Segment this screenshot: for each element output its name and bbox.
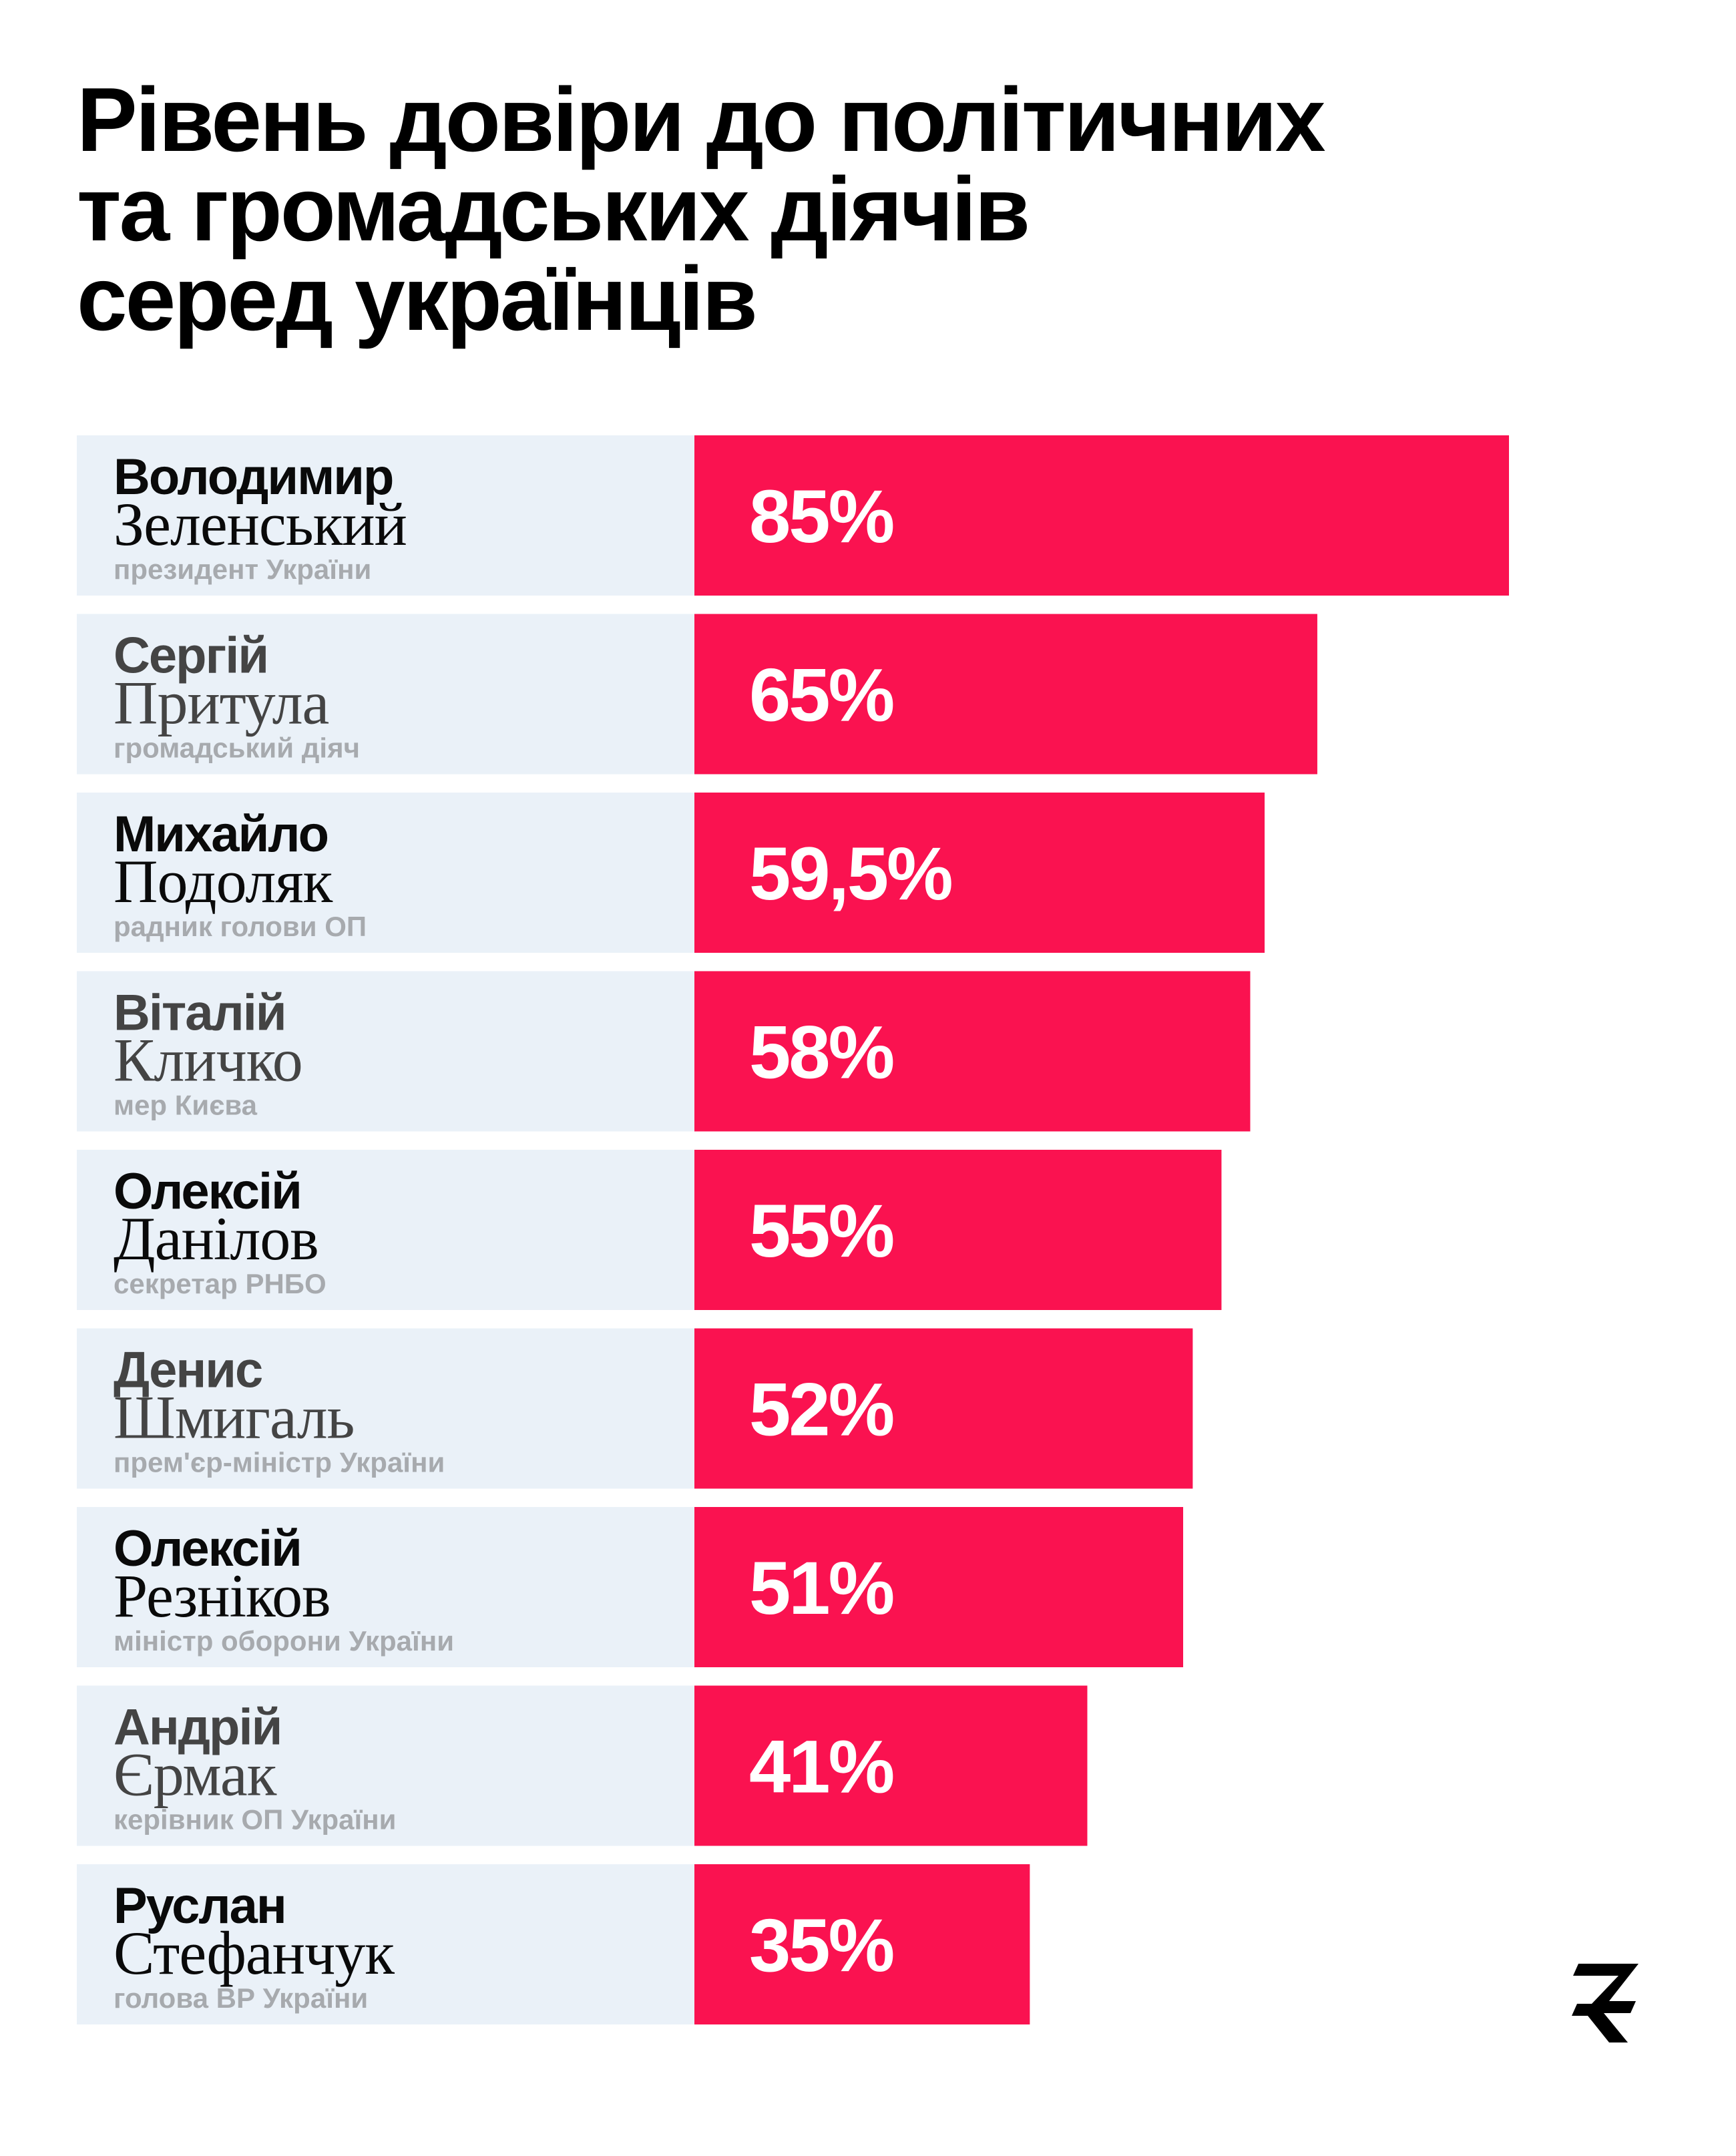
bar bbox=[694, 435, 1509, 596]
first-name-label: Сергій bbox=[114, 628, 268, 684]
data-label: 58% bbox=[749, 1011, 893, 1094]
bar bbox=[694, 1685, 1088, 1846]
row-background bbox=[77, 1150, 694, 1310]
bar bbox=[694, 971, 1251, 1132]
role-label: радник голови ОП bbox=[114, 911, 367, 942]
first-name-label: Олексій bbox=[114, 1520, 301, 1577]
row-background bbox=[77, 435, 694, 596]
first-name-label: Олексій bbox=[114, 1163, 301, 1220]
chart-title-line-3: серед українців bbox=[77, 248, 758, 349]
bar bbox=[694, 1864, 1030, 2024]
data-label: 35% bbox=[749, 1904, 893, 1987]
data-label: 51% bbox=[749, 1546, 893, 1630]
last-name-label: Подоляк bbox=[114, 847, 333, 915]
chart-title-line-1: Рівень довіри до політичних bbox=[77, 69, 1326, 170]
data-label: 59,5% bbox=[749, 832, 951, 915]
data-label: 55% bbox=[749, 1189, 893, 1273]
chart-title: Рівень довіри до політичних та громадськ… bbox=[77, 69, 1612, 349]
last-name-label: Данілов bbox=[114, 1205, 318, 1273]
role-label: голова ВР України bbox=[114, 1982, 368, 2014]
role-label: громадський діяч bbox=[114, 732, 360, 764]
row-background bbox=[77, 1864, 694, 2024]
row-background bbox=[77, 1685, 694, 1846]
first-name-label: Андрій bbox=[114, 1699, 281, 1756]
row-background bbox=[77, 1328, 694, 1489]
first-name-label: Денис bbox=[114, 1342, 262, 1399]
role-label: керівник ОП України bbox=[114, 1804, 397, 1836]
row-background bbox=[77, 1507, 694, 1667]
first-name-label: Руслан bbox=[114, 1878, 286, 1934]
last-name-label: Єрмак bbox=[114, 1741, 277, 1809]
last-name-label: Шмигаль bbox=[114, 1383, 355, 1452]
role-label: міністр оборони України bbox=[114, 1625, 454, 1657]
last-name-label: Кличко bbox=[114, 1026, 302, 1094]
last-name-label: Резніков bbox=[114, 1562, 331, 1630]
bar bbox=[694, 1328, 1193, 1489]
role-label: прем'єр-міністр України bbox=[114, 1447, 445, 1478]
row-background bbox=[77, 614, 694, 775]
last-name-label: Зеленський bbox=[114, 490, 407, 558]
row-background bbox=[77, 971, 694, 1132]
bar bbox=[694, 793, 1265, 953]
data-label: 85% bbox=[749, 475, 893, 558]
role-label: мер Києва bbox=[114, 1090, 258, 1121]
role-label: секретар РНБО bbox=[114, 1268, 327, 1299]
bar bbox=[694, 1507, 1183, 1667]
first-name-label: Михайло bbox=[114, 806, 328, 863]
data-label: 65% bbox=[749, 654, 893, 737]
role-label: президент України bbox=[114, 554, 371, 585]
brand-z-logo-icon bbox=[1572, 1964, 1639, 2042]
row-background bbox=[77, 793, 694, 953]
data-label: 41% bbox=[749, 1725, 893, 1809]
data-label: 52% bbox=[749, 1368, 893, 1452]
bar bbox=[694, 614, 1317, 775]
last-name-label: Стефанчук bbox=[114, 1919, 395, 1987]
chart-title-line-2: та громадських діячів bbox=[77, 158, 1030, 260]
first-name-label: Володимир bbox=[114, 449, 393, 505]
first-name-label: Віталій bbox=[114, 985, 286, 1042]
bar bbox=[694, 1150, 1222, 1310]
last-name-label: Притула bbox=[114, 669, 329, 737]
